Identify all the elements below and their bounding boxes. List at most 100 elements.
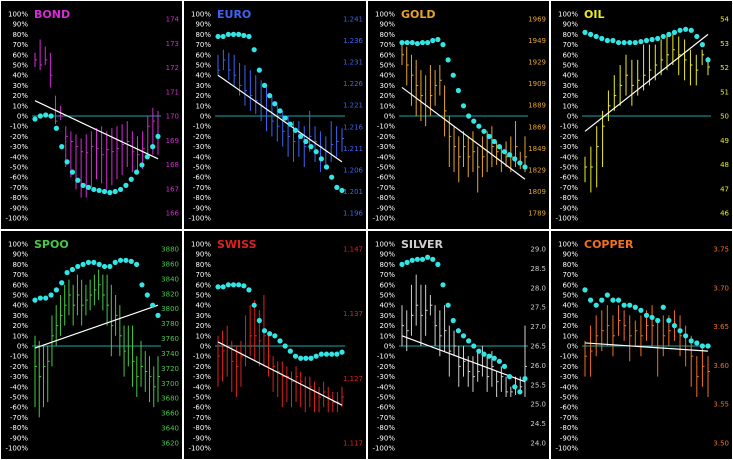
baby-blue-dot xyxy=(220,33,226,40)
pct-tick-label: -10% xyxy=(560,123,578,131)
baby-blue-dot xyxy=(507,374,513,380)
pct-tick-label: 90% xyxy=(379,251,395,259)
trend-line xyxy=(401,86,526,180)
pct-tick-label: -90% xyxy=(377,204,395,212)
trend-line xyxy=(34,304,159,349)
pct-tick-label: -50% xyxy=(10,164,28,172)
baby-blue-dot xyxy=(144,154,150,160)
panel-title: EURO xyxy=(217,8,251,21)
baby-blue-dot xyxy=(64,159,70,165)
pct-tick-label: 40% xyxy=(562,72,578,80)
price-tick-label: 3800 xyxy=(161,305,179,313)
baby-blue-dot xyxy=(649,36,655,43)
pct-tick-label: -30% xyxy=(193,143,211,151)
pct-tick-label: -90% xyxy=(10,434,28,442)
baby-blue-dot xyxy=(694,33,700,40)
baby-blue-dot xyxy=(261,328,268,334)
price-tick-label: 1829 xyxy=(528,166,546,174)
pct-tick-label: 100% xyxy=(375,11,395,19)
pct-tick-label: 90% xyxy=(195,21,211,29)
baby-blue-dot xyxy=(298,133,304,139)
baby-blue-dot xyxy=(334,351,340,357)
baby-blue-dot xyxy=(117,257,124,263)
pct-tick-label: 40% xyxy=(12,302,28,310)
pct-tick-label: -100% xyxy=(555,215,578,223)
pct-tick-label: 0% xyxy=(384,343,395,351)
baby-blue-dot xyxy=(582,287,588,293)
baby-blue-dot xyxy=(251,47,257,53)
baby-blue-dot xyxy=(688,338,694,344)
pct-tick-label: -20% xyxy=(560,133,578,141)
price-tick-label: 1909 xyxy=(528,80,546,88)
pct-tick-label: 20% xyxy=(562,92,578,100)
baby-blue-dot xyxy=(615,297,622,303)
panel-title: SPOO xyxy=(34,238,69,251)
baby-blue-dot xyxy=(655,35,661,42)
pct-tick-label: 0% xyxy=(17,343,28,351)
pct-tick-label: 100% xyxy=(191,11,211,19)
baby-blue-dot xyxy=(303,355,309,361)
pct-tick-label: 20% xyxy=(12,92,28,100)
baby-blue-dot xyxy=(251,302,257,308)
price-tick-label: 1.241 xyxy=(343,16,363,24)
price-tick-label: 174 xyxy=(166,16,180,24)
baby-blue-dot xyxy=(666,317,672,324)
baby-blue-dot xyxy=(32,116,38,122)
baby-blue-dot xyxy=(139,162,145,168)
baby-blue-dot xyxy=(587,297,594,303)
baby-blue-dot xyxy=(481,351,487,357)
pct-tick-label: -20% xyxy=(560,363,578,371)
pct-tick-label: 60% xyxy=(562,281,578,289)
baby-blue-dot xyxy=(425,254,431,260)
baby-blue-dot xyxy=(699,42,706,48)
pct-tick-label: 80% xyxy=(562,31,578,39)
pct-tick-label: -50% xyxy=(377,164,395,172)
baby-blue-dot xyxy=(134,261,140,267)
pct-tick-label: 60% xyxy=(562,51,578,59)
baby-blue-dot xyxy=(256,67,262,73)
pct-tick-label: 10% xyxy=(562,332,578,340)
baby-blue-dot xyxy=(455,328,461,334)
pct-tick-label: -10% xyxy=(560,353,578,361)
pct-tick-label: 80% xyxy=(379,261,395,269)
price-tick-label: 169 xyxy=(166,137,179,145)
baby-blue-dot xyxy=(329,174,335,180)
trend-line xyxy=(34,100,159,160)
pct-tick-label: -60% xyxy=(193,174,211,182)
baby-blue-dot xyxy=(621,302,627,308)
pct-tick-label: 40% xyxy=(379,72,395,80)
pct-tick-label: -40% xyxy=(193,383,211,391)
pct-tick-label: -70% xyxy=(560,184,578,192)
panel-border xyxy=(183,230,367,460)
baby-blue-dot xyxy=(272,101,278,107)
baby-blue-dot xyxy=(155,133,161,139)
pct-tick-label: -10% xyxy=(10,123,28,131)
pct-tick-label: 40% xyxy=(379,302,395,310)
price-tick-label: 170 xyxy=(166,113,179,121)
baby-blue-dot xyxy=(450,317,456,324)
baby-blue-dot xyxy=(655,317,661,324)
price-tick-label: 25.5 xyxy=(530,381,546,389)
price-tick-label: 3.50 xyxy=(713,440,729,448)
pct-tick-label: -50% xyxy=(10,394,28,402)
pct-tick-label: -30% xyxy=(10,143,28,151)
price-tick-label: 24.0 xyxy=(530,440,546,448)
pct-tick-label: -80% xyxy=(560,194,578,202)
pct-tick-label: 100% xyxy=(8,11,28,19)
baby-blue-dot xyxy=(150,144,156,150)
baby-blue-dot xyxy=(128,176,134,182)
price-tick-label: 24.5 xyxy=(530,420,546,428)
pct-tick-label: 30% xyxy=(379,312,395,320)
pct-tick-label: -20% xyxy=(377,363,395,371)
pct-tick-label: -70% xyxy=(560,414,578,422)
panel-gold: 100% 90% 80% 70% 60% 50% 40% 30% 20% 10% 0% -10% -20… xyxy=(367,0,550,230)
price-tick-label: 26.0 xyxy=(530,362,546,370)
pct-tick-label: 60% xyxy=(12,281,28,289)
pct-tick-label: -30% xyxy=(560,373,578,381)
baby-blue-dot xyxy=(215,33,221,40)
price-tick-label: 3720 xyxy=(161,365,179,373)
pct-tick-label: 30% xyxy=(379,82,395,90)
baby-blue-dot xyxy=(666,31,672,37)
baby-blue-dot xyxy=(277,108,283,114)
pct-tick-label: -100% xyxy=(5,445,28,453)
